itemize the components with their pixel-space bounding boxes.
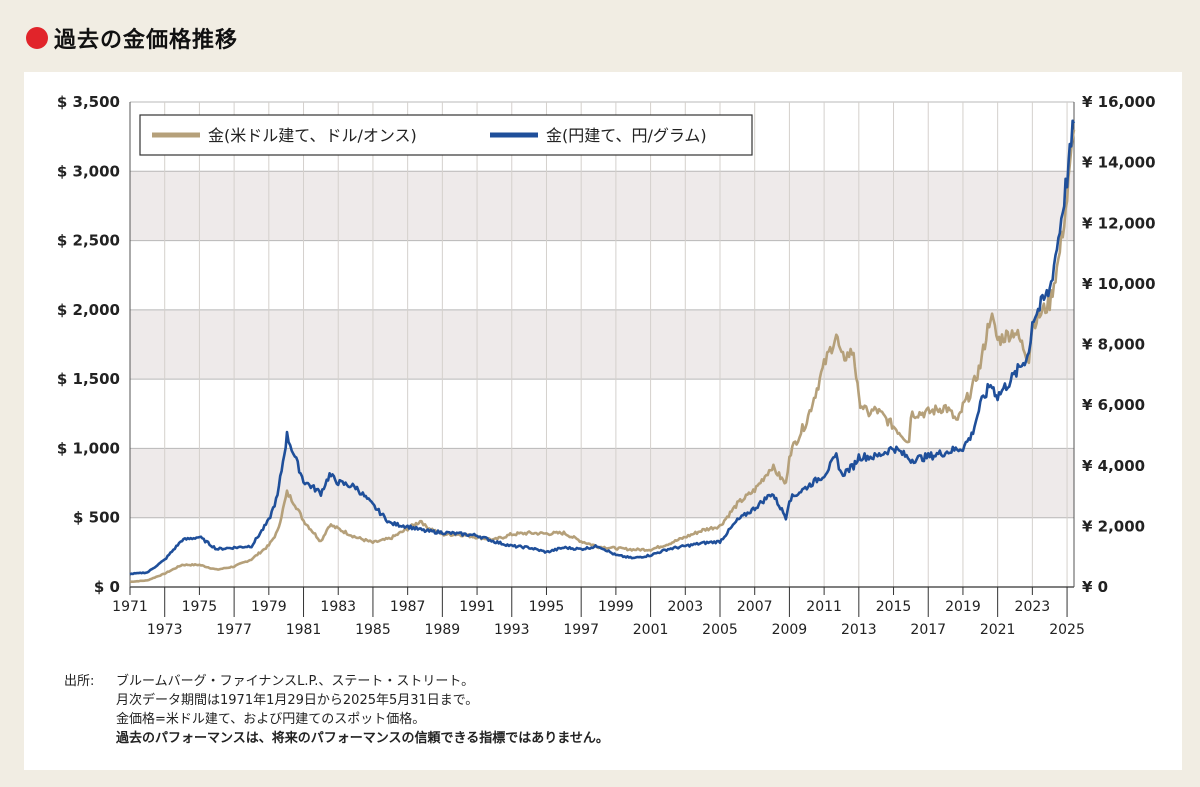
x-tick-label: 1995	[529, 599, 565, 615]
x-tick-label: 1975	[182, 599, 218, 615]
page-header: 過去の金価格推移	[26, 22, 238, 54]
x-tick-label: 2005	[702, 622, 738, 638]
x-tick-label: 1991	[459, 599, 495, 615]
right-tick-label: ¥ 10,000	[1082, 275, 1156, 293]
x-tick-label: 1993	[494, 622, 530, 638]
jpy-gold-series-line	[129, 119, 1076, 576]
x-tick-label: 1997	[563, 622, 599, 638]
x-tick-label: 1973	[147, 622, 183, 638]
x-tick-label: 2019	[945, 599, 981, 615]
x-tick-label: 2017	[910, 622, 946, 638]
price-note: 金価格=米ドル建て、および円建てのスポット価格。	[116, 712, 426, 727]
red-dot-icon	[26, 27, 48, 49]
left-tick-label: $ 2,000	[57, 301, 120, 319]
x-tick-label: 1979	[251, 599, 287, 615]
right-tick-label: ¥ 8,000	[1082, 336, 1145, 354]
x-tick-label: 1989	[425, 622, 461, 638]
right-tick-label: ¥ 2,000	[1082, 517, 1145, 535]
right-tick-label: ¥ 14,000	[1082, 154, 1156, 172]
left-tick-label: $ 1,000	[57, 439, 120, 457]
source-text: ブルームバーグ・ファイナンスL.P.、ステート・ストリート。	[116, 674, 475, 689]
x-tick-label: 1971	[112, 599, 148, 615]
right-tick-label: ¥ 0	[1082, 578, 1108, 596]
left-tick-label: $ 3,500	[57, 93, 120, 111]
legend-jpy-label: 金(円建て、円/グラム)	[546, 126, 707, 145]
left-tick-label: $ 3,000	[57, 162, 120, 180]
x-tick-label: 1977	[216, 622, 252, 638]
left-tick-label: $ 1,500	[57, 370, 120, 388]
x-tick-label: 2013	[841, 622, 877, 638]
legend-box	[139, 114, 753, 156]
disclaimer-note: 過去のパフォーマンスは、将来のパフォーマンスの信頼できる指標ではありません。	[116, 731, 609, 746]
right-tick-label: ¥ 12,000	[1082, 214, 1156, 232]
x-tick-label: 1987	[390, 599, 426, 615]
x-tick-label: 2003	[667, 599, 703, 615]
left-tick-label: $ 2,500	[57, 232, 120, 250]
source-label: 出所:	[64, 674, 95, 689]
left-tick-label: $ 500	[73, 509, 120, 527]
x-tick-label: 2021	[980, 622, 1016, 638]
x-tick-label: 2023	[1015, 599, 1051, 615]
grid-band	[130, 171, 1074, 241]
x-tick-label: 1983	[320, 599, 356, 615]
x-tick-label: 2009	[772, 622, 808, 638]
x-tick-label: 1999	[598, 599, 634, 615]
period-note: 月次データ期間は1971年1月29日から2025年5月31日まで。	[116, 693, 479, 708]
right-tick-label: ¥ 16,000	[1082, 93, 1156, 111]
x-tick-label: 2015	[876, 599, 912, 615]
right-tick-label: ¥ 6,000	[1082, 396, 1145, 414]
x-tick-label: 2025	[1049, 622, 1085, 638]
x-tick-label: 2011	[806, 599, 842, 615]
x-tick-label: 2007	[737, 599, 773, 615]
x-tick-label: 1981	[286, 622, 322, 638]
left-tick-label: $ 0	[94, 578, 120, 596]
right-tick-label: ¥ 4,000	[1082, 457, 1145, 475]
chart-notes: 出所: ブルームバーグ・ファイナンスL.P.、ステート・ストリート。 月次データ…	[64, 672, 609, 748]
chart-legend: 金(米ドル建て、ドル/オンス) 金(円建て、円/グラム)	[139, 114, 753, 156]
x-tick-label: 2001	[633, 622, 669, 638]
x-tick-label: 1985	[355, 622, 391, 638]
grid-band	[130, 309, 1074, 380]
legend-usd-label: 金(米ドル建て、ドル/オンス)	[208, 126, 417, 145]
page-title: 過去の金価格推移	[54, 28, 239, 53]
